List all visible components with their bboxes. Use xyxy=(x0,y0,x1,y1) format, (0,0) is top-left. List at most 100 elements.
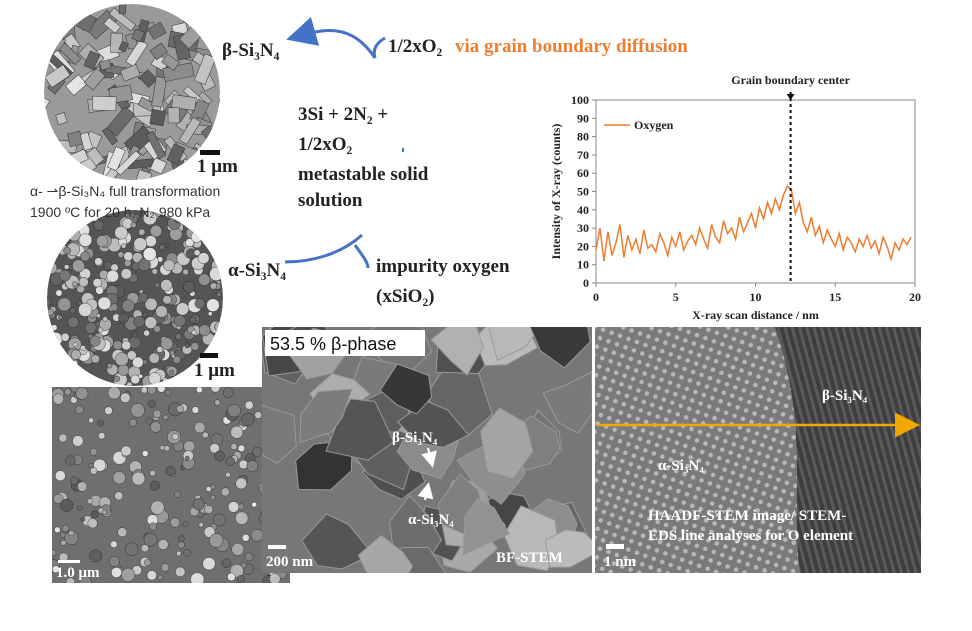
grain xyxy=(171,94,197,111)
grain xyxy=(190,231,203,243)
grain xyxy=(138,373,143,379)
grain xyxy=(55,112,68,125)
grain xyxy=(121,299,135,313)
grain xyxy=(113,375,121,382)
grain xyxy=(149,470,156,477)
grain xyxy=(175,333,182,340)
y-tick-label: 0 xyxy=(583,276,589,290)
grain xyxy=(133,315,146,328)
pointer xyxy=(421,447,437,468)
grain xyxy=(47,374,54,386)
grain xyxy=(109,556,120,567)
grain xyxy=(462,497,510,556)
grain xyxy=(71,281,78,287)
grain xyxy=(146,387,157,395)
grain xyxy=(480,407,534,479)
dot xyxy=(402,148,404,152)
grain xyxy=(60,371,68,380)
grain xyxy=(50,324,58,331)
grain xyxy=(241,534,250,542)
grain xyxy=(150,421,162,433)
grain xyxy=(157,539,169,550)
grain xyxy=(89,467,98,475)
grain xyxy=(91,510,99,518)
grain xyxy=(129,418,138,427)
label: (xSiO₂) xyxy=(376,286,434,307)
grain xyxy=(64,237,70,243)
x-tick-label: 15 xyxy=(829,290,841,304)
scale-label: 1 μm xyxy=(197,156,238,177)
grain xyxy=(161,53,180,71)
grain xyxy=(148,352,160,364)
grain xyxy=(227,572,236,582)
grain xyxy=(169,227,183,241)
grain xyxy=(49,4,79,20)
grain xyxy=(193,249,201,256)
grain xyxy=(244,552,254,562)
grain xyxy=(151,76,167,108)
pointer xyxy=(417,482,434,501)
grain xyxy=(269,573,281,583)
grain xyxy=(163,259,175,272)
grain xyxy=(96,235,109,248)
grain xyxy=(87,518,98,529)
label-box xyxy=(265,330,425,356)
grain xyxy=(66,577,75,583)
grain xyxy=(194,421,206,434)
grain xyxy=(78,277,89,288)
grain xyxy=(137,292,149,303)
x-tick-label: 20 xyxy=(909,290,921,304)
label: α-Si₃N₄ xyxy=(408,512,454,528)
grain xyxy=(145,130,167,160)
label: β-Si₃N₄ xyxy=(222,40,280,61)
label: via grain boundary diffusion xyxy=(455,36,688,57)
arrow xyxy=(286,16,377,59)
grain xyxy=(148,372,162,385)
grain xyxy=(131,471,146,486)
grain xyxy=(164,389,172,397)
label: β-Si₃N₄ xyxy=(822,388,868,404)
grain xyxy=(123,251,134,262)
scale-label: 1 nm xyxy=(604,554,637,570)
grain xyxy=(123,125,155,155)
grain xyxy=(80,517,86,522)
grain xyxy=(97,296,112,311)
grain xyxy=(162,295,172,305)
grain xyxy=(246,460,259,473)
grain xyxy=(168,369,175,376)
grain xyxy=(149,480,160,491)
grain xyxy=(178,116,201,145)
grain xyxy=(107,146,126,172)
grain xyxy=(52,565,60,574)
arrow xyxy=(372,36,386,59)
grain xyxy=(191,406,200,414)
grain xyxy=(144,316,158,329)
grain xyxy=(47,343,56,353)
label: solution xyxy=(298,190,363,211)
grain xyxy=(131,28,145,43)
grain xyxy=(200,4,220,16)
grain xyxy=(236,575,245,583)
grain xyxy=(254,411,263,419)
grain xyxy=(79,372,93,386)
x-axis-label: X-ray scan distance / nm xyxy=(692,308,819,322)
grain xyxy=(47,308,54,316)
grain xyxy=(221,558,232,568)
grain xyxy=(173,314,186,327)
grain xyxy=(238,459,249,470)
grain xyxy=(172,355,181,364)
label: metastable solid xyxy=(298,164,429,185)
grain xyxy=(162,414,169,421)
grain xyxy=(106,106,136,137)
grain xyxy=(48,331,63,347)
grain xyxy=(118,4,127,15)
grain xyxy=(65,74,88,96)
grain xyxy=(252,446,263,457)
grain xyxy=(67,130,83,148)
grain xyxy=(60,332,70,342)
grain xyxy=(209,443,220,454)
grain xyxy=(132,356,144,369)
grain xyxy=(60,498,74,512)
grain xyxy=(94,257,103,266)
y-tick-label: 90 xyxy=(577,111,589,125)
